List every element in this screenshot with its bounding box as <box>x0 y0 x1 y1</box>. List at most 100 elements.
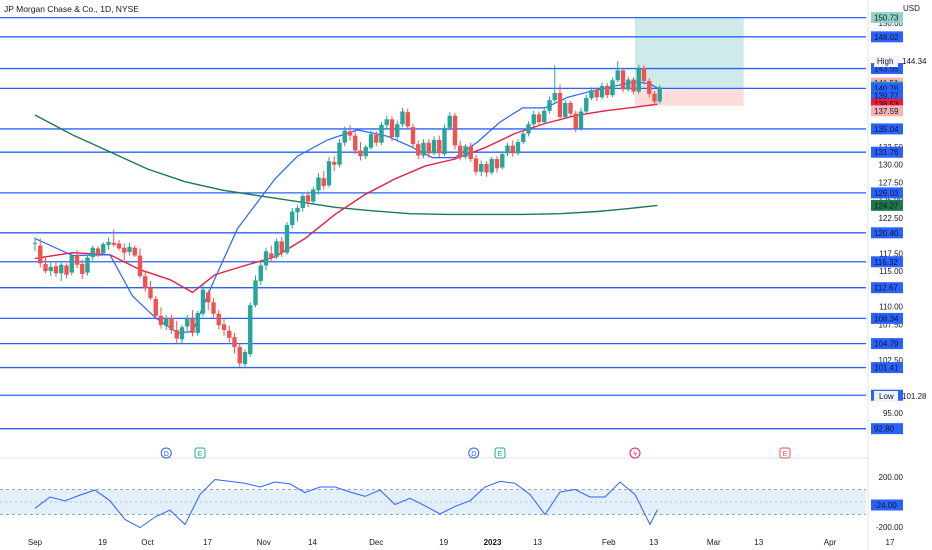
position-profit-zone <box>635 17 744 89</box>
candle-body-down <box>237 347 242 364</box>
chart-title: JP Morgan Chase & Co., 1D, NYSE <box>4 4 139 14</box>
price-badge-label: 124.27 <box>874 201 899 210</box>
long-position-tool[interactable] <box>635 17 744 106</box>
event-marker-label: ϟ <box>633 451 637 458</box>
candle-body-down <box>95 248 101 255</box>
candle-body-down <box>389 119 395 138</box>
candle-body-up <box>311 189 316 202</box>
time-tick-label: 13 <box>754 538 763 547</box>
time-tick-label: Feb <box>602 538 616 547</box>
price-badge <box>871 338 903 350</box>
candle-body-up <box>300 195 305 208</box>
time-tick-label: Mar <box>707 538 721 547</box>
event-marker-label: D <box>164 451 169 458</box>
candle-body-up <box>395 124 400 138</box>
candle-body-up <box>379 124 384 143</box>
price-badge-label: 137.59 <box>874 107 899 116</box>
high-value: 144.34 <box>902 57 927 66</box>
candle-body-down <box>484 163 489 173</box>
high-label: High <box>877 57 893 66</box>
time-tick-label: Apr <box>824 538 837 547</box>
time-axis[interactable]: Sep 19 Oct 17 Nov 14 Dec 19 2023 13 Feb 13 Mar 13 Apr 1… <box>28 538 895 547</box>
candle-body-down <box>494 159 500 169</box>
candle-body-up <box>200 289 206 314</box>
price-badge-label: 112.67 <box>874 284 898 293</box>
candle-body-down <box>568 102 573 114</box>
candles <box>32 61 662 369</box>
price-tick-label: 117.50 <box>879 249 903 258</box>
event-marker-label: D <box>471 451 476 458</box>
candle-body-up <box>400 111 405 125</box>
candle-body-down <box>405 112 410 127</box>
time-tick-label: 13 <box>533 538 542 547</box>
candle-body-down <box>536 114 542 123</box>
candle-body-down <box>216 313 221 326</box>
time-tick-label: Dec <box>369 538 383 547</box>
candle-body-down <box>74 255 80 265</box>
candle-body-up <box>657 87 662 102</box>
horizontal-levels[interactable] <box>0 16 866 430</box>
price-badge-label: 92.80 <box>874 425 895 434</box>
candle-body-up <box>127 247 132 252</box>
price-badge <box>871 105 903 117</box>
candle-body-up <box>90 247 95 257</box>
candle-body-up <box>258 265 263 282</box>
candle-body-up <box>185 317 190 327</box>
candle-body-up <box>59 264 64 274</box>
price-badge-label: 116.32 <box>874 258 898 267</box>
candle-body-down <box>221 324 227 331</box>
price-badge <box>871 63 903 75</box>
price-tick-label: 150.00 <box>879 19 904 28</box>
candle-body-down <box>652 93 657 102</box>
candle-body-up <box>363 146 368 157</box>
candle-body-down <box>80 264 85 274</box>
candle-body-down <box>211 302 216 314</box>
time-tick-label: 2023 <box>484 538 502 547</box>
candle-body-up <box>589 90 594 98</box>
candle-body-up <box>636 68 641 92</box>
candle-body-up <box>489 159 494 173</box>
candle-body-up <box>531 114 536 125</box>
candle-body-up <box>253 280 258 306</box>
candle-body-up <box>316 177 321 191</box>
candle-body-up <box>248 305 253 355</box>
candle-body-up <box>447 115 452 128</box>
candle-body-up <box>69 255 74 273</box>
candle-body-up <box>48 266 53 272</box>
price-tick-label: 115.00 <box>879 267 903 276</box>
price-axis[interactable]: 150.00132.50130.00127.50125.00122.50117.… <box>871 12 904 532</box>
price-badge <box>871 312 903 324</box>
candle-body-up <box>85 257 90 273</box>
price-badge-label: 135.04 <box>874 125 899 134</box>
candle-body-down <box>190 318 195 333</box>
cci-oscillator-pane <box>0 478 866 529</box>
price-tick-label: 107.50 <box>879 320 904 329</box>
candle-body-up <box>547 100 552 111</box>
candle-body-up <box>442 127 447 155</box>
candle-body-up <box>263 251 269 266</box>
price-badge-label: 143.55 <box>874 65 899 74</box>
candle-body-up <box>32 242 38 244</box>
candle-body-up <box>384 119 389 125</box>
price-tick-label: 130.00 <box>879 161 904 170</box>
candle-body-down <box>557 93 563 118</box>
price-badge <box>871 227 903 239</box>
candle-body-down <box>158 315 164 326</box>
price-badge <box>871 31 903 43</box>
time-tick-label: 13 <box>649 538 658 547</box>
candle-body-up <box>615 70 620 81</box>
price-badge <box>871 282 903 294</box>
candle-body-down <box>269 253 274 258</box>
event-marker-label: E <box>783 451 788 458</box>
price-badge-label: 126.03 <box>874 189 899 198</box>
price-badge <box>871 89 903 101</box>
candle-body-up <box>290 211 295 226</box>
candle-body-down <box>468 146 473 160</box>
candle-body-up <box>463 146 468 157</box>
candle-body-up <box>626 79 631 90</box>
candle-body-up <box>500 154 505 168</box>
candle-body-down <box>332 161 337 165</box>
candle-body-up <box>342 130 347 143</box>
